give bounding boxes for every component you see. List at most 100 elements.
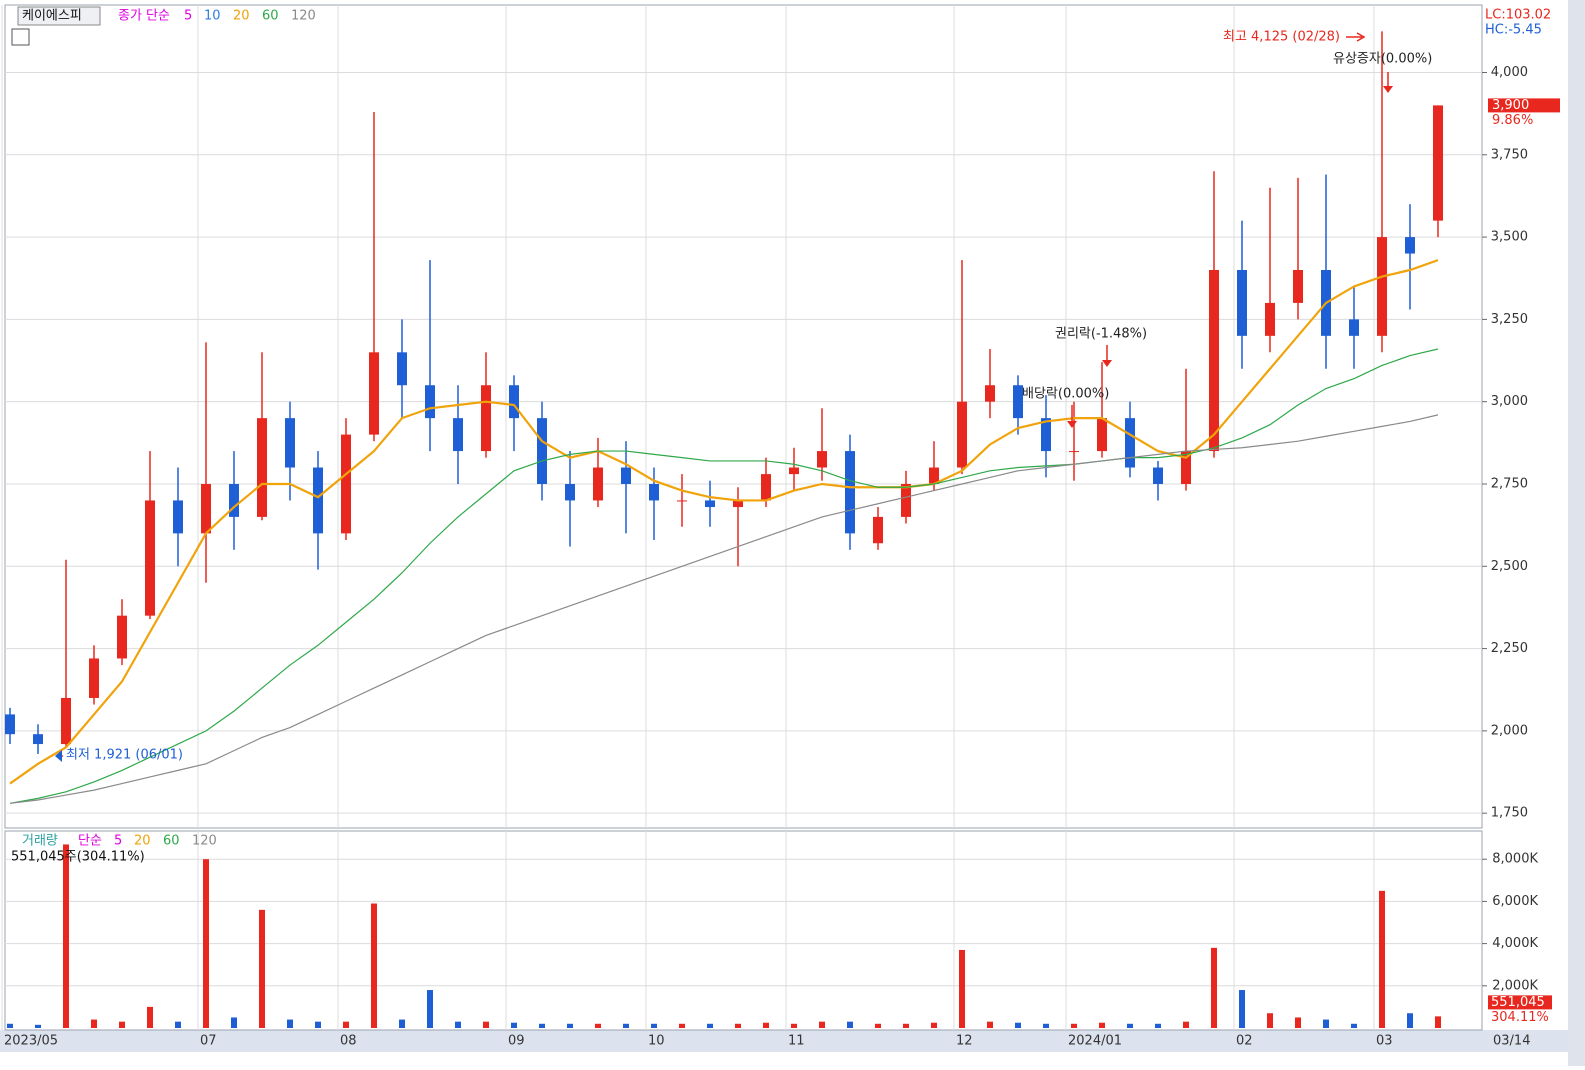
candle-body — [621, 467, 631, 484]
volume-bar — [7, 1023, 13, 1028]
legend-item: 20 — [233, 9, 250, 24]
candle-body — [1097, 418, 1107, 452]
candle-body — [845, 451, 855, 534]
volume-bar — [707, 1023, 713, 1028]
candle-body — [873, 516, 883, 544]
y-tick-label: 2,000 — [1491, 723, 1528, 738]
volume-bar — [175, 1021, 181, 1028]
grid-icon[interactable] — [11, 28, 30, 46]
volume-bar — [399, 1019, 405, 1028]
candle-body — [1125, 418, 1135, 468]
candle-body — [33, 734, 43, 745]
legend-item: 120 — [192, 834, 217, 849]
volume-bar — [1323, 1019, 1329, 1028]
stock-name-box[interactable] — [17, 6, 101, 26]
candle-body — [425, 385, 435, 419]
x-tick-label: 11 — [788, 1034, 805, 1049]
volume-bar — [1015, 1022, 1021, 1028]
volume-bar — [1071, 1023, 1077, 1028]
candle-body — [985, 385, 995, 402]
y-tick-label: 2,500 — [1491, 559, 1528, 574]
candle-body — [145, 500, 155, 616]
volume-bar — [903, 1023, 909, 1028]
candle-body — [733, 500, 743, 508]
legend-item: 60 — [262, 9, 279, 24]
volume-bar — [315, 1021, 321, 1028]
volume-title: 거래량 — [22, 834, 58, 849]
volume-bar — [819, 1021, 825, 1028]
annotation: 배당락(0.00%) — [1022, 387, 1109, 402]
hc-label: HC:-5.45 — [1485, 23, 1542, 38]
legend-item: 5 — [114, 834, 122, 849]
mark-layer — [5, 31, 1560, 1028]
x-tick-label: 12 — [956, 1034, 973, 1049]
y-tick-label: 2,250 — [1491, 641, 1528, 656]
candle-body — [957, 401, 967, 468]
candle-body — [117, 615, 127, 659]
candle-body — [1405, 237, 1415, 254]
y-tick-label: 1,750 — [1491, 806, 1528, 821]
y-tick-label: 8,000K — [1492, 852, 1538, 867]
volume-bar — [455, 1021, 461, 1028]
candle-body — [929, 467, 939, 484]
candle-body — [481, 385, 491, 452]
annotation: 유상증자(0.00%) — [1333, 52, 1432, 67]
candle-body — [509, 385, 519, 419]
volume-bar — [287, 1019, 293, 1028]
annotation: 권리락(-1.48%) — [1055, 327, 1147, 342]
x-last-date: 03/14 — [1493, 1034, 1530, 1049]
x-tick-label: 09 — [508, 1034, 525, 1049]
candle-body — [1433, 105, 1443, 221]
ma-line — [9, 259, 1439, 785]
y-tick-label: 3,750 — [1491, 147, 1528, 162]
last-volume-box — [1488, 995, 1552, 1010]
volume-bar — [371, 903, 377, 1028]
volume-bar — [1435, 1016, 1441, 1028]
grid-layer — [1, 5, 1487, 1030]
arrow-head — [1102, 360, 1112, 367]
x-tick-label: 07 — [200, 1034, 217, 1049]
volume-bar — [63, 844, 69, 1028]
x-axis-band — [0, 1030, 1568, 1052]
candle-body — [201, 483, 211, 534]
last-price-box — [1488, 98, 1560, 113]
arrow-head — [1383, 86, 1393, 93]
volume-bar — [1239, 990, 1245, 1028]
candle-body — [1069, 451, 1079, 453]
candle-body — [285, 418, 295, 468]
candle-body — [677, 500, 687, 502]
candle-body — [229, 483, 239, 517]
y-tick-label: 3,250 — [1491, 312, 1528, 327]
candle-body — [565, 483, 575, 501]
x-tick-label: 10 — [648, 1034, 665, 1049]
volume-bar — [735, 1023, 741, 1028]
volume-bar — [791, 1023, 797, 1028]
volume-bar — [511, 1022, 517, 1028]
volume-bar — [959, 949, 965, 1028]
candle-body — [397, 352, 407, 386]
candle-body — [593, 467, 603, 501]
candle-body — [1349, 319, 1359, 336]
candle-body — [341, 434, 351, 534]
volume-bar — [1379, 890, 1385, 1028]
volume-bar — [259, 909, 265, 1028]
candle-body — [1209, 270, 1219, 452]
legend-item: 5 — [184, 9, 192, 24]
y-tick-label: 4,000K — [1492, 936, 1538, 951]
volume-legend-prefix: 단순 — [78, 834, 102, 849]
y-tick-label: 4,000 — [1491, 65, 1528, 80]
candle-body — [761, 474, 771, 501]
legend-item: 10 — [204, 9, 221, 24]
volume-bar — [35, 1024, 41, 1028]
volume-bar — [1267, 1013, 1273, 1028]
volume-bar — [1407, 1013, 1413, 1028]
candle-body — [1041, 418, 1051, 452]
volume-bar — [91, 1019, 97, 1028]
candle-body — [649, 483, 659, 501]
candle-body — [173, 500, 183, 534]
price-frame — [4, 4, 1483, 829]
volume-bar — [539, 1023, 545, 1028]
volume-bar — [119, 1021, 125, 1028]
annotation: 최고 4,125 (02/28) — [1223, 30, 1340, 45]
last-volume: 551,045 — [1491, 995, 1545, 1010]
